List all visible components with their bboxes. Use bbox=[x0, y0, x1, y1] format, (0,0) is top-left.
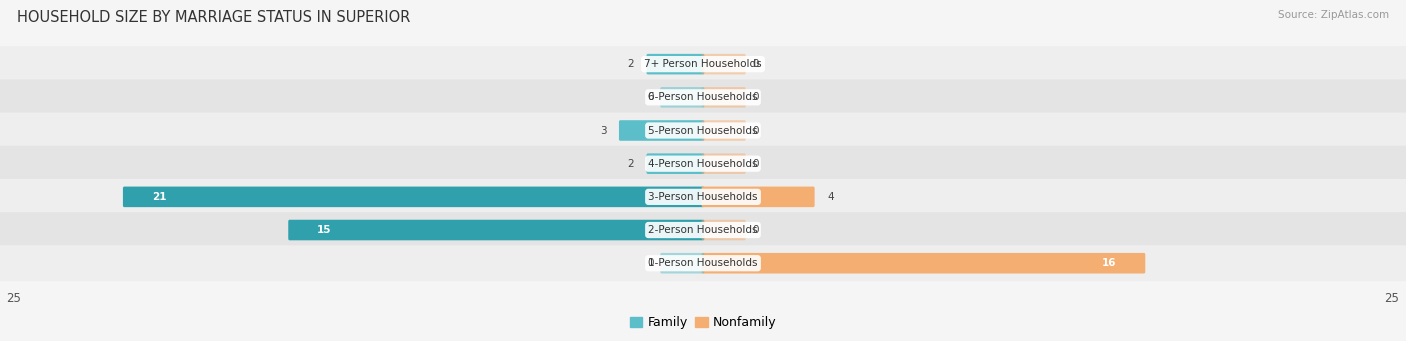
FancyBboxPatch shape bbox=[702, 153, 745, 174]
FancyBboxPatch shape bbox=[0, 113, 1406, 148]
FancyBboxPatch shape bbox=[661, 253, 704, 273]
Text: 0: 0 bbox=[752, 159, 759, 169]
Text: 5-Person Households: 5-Person Households bbox=[648, 125, 758, 135]
FancyBboxPatch shape bbox=[647, 54, 704, 74]
Text: 16: 16 bbox=[1102, 258, 1116, 268]
FancyBboxPatch shape bbox=[661, 87, 704, 108]
FancyBboxPatch shape bbox=[0, 79, 1406, 115]
Text: 4: 4 bbox=[827, 192, 834, 202]
FancyBboxPatch shape bbox=[0, 212, 1406, 248]
Text: 21: 21 bbox=[152, 192, 166, 202]
Legend: Family, Nonfamily: Family, Nonfamily bbox=[624, 311, 782, 334]
FancyBboxPatch shape bbox=[702, 220, 745, 240]
Text: 0: 0 bbox=[752, 125, 759, 135]
Text: 0: 0 bbox=[752, 59, 759, 69]
FancyBboxPatch shape bbox=[619, 120, 704, 141]
Text: 0: 0 bbox=[647, 92, 654, 102]
Text: 2-Person Households: 2-Person Households bbox=[648, 225, 758, 235]
Text: 6-Person Households: 6-Person Households bbox=[648, 92, 758, 102]
FancyBboxPatch shape bbox=[0, 146, 1406, 182]
Text: 4-Person Households: 4-Person Households bbox=[648, 159, 758, 169]
Text: 0: 0 bbox=[752, 225, 759, 235]
FancyBboxPatch shape bbox=[0, 245, 1406, 281]
FancyBboxPatch shape bbox=[702, 120, 745, 141]
Text: 2: 2 bbox=[627, 159, 634, 169]
FancyBboxPatch shape bbox=[288, 220, 704, 240]
FancyBboxPatch shape bbox=[702, 87, 745, 108]
FancyBboxPatch shape bbox=[0, 179, 1406, 215]
FancyBboxPatch shape bbox=[702, 253, 1146, 273]
FancyBboxPatch shape bbox=[0, 46, 1406, 82]
FancyBboxPatch shape bbox=[702, 54, 745, 74]
Text: 2: 2 bbox=[627, 59, 634, 69]
Text: 1-Person Households: 1-Person Households bbox=[648, 258, 758, 268]
FancyBboxPatch shape bbox=[647, 153, 704, 174]
Text: 0: 0 bbox=[647, 258, 654, 268]
Text: 3-Person Households: 3-Person Households bbox=[648, 192, 758, 202]
Text: 3: 3 bbox=[600, 125, 606, 135]
Text: 0: 0 bbox=[752, 92, 759, 102]
Text: 15: 15 bbox=[318, 225, 332, 235]
Text: HOUSEHOLD SIZE BY MARRIAGE STATUS IN SUPERIOR: HOUSEHOLD SIZE BY MARRIAGE STATUS IN SUP… bbox=[17, 10, 411, 25]
Text: 7+ Person Households: 7+ Person Households bbox=[644, 59, 762, 69]
FancyBboxPatch shape bbox=[122, 187, 704, 207]
FancyBboxPatch shape bbox=[702, 187, 814, 207]
Text: Source: ZipAtlas.com: Source: ZipAtlas.com bbox=[1278, 10, 1389, 20]
